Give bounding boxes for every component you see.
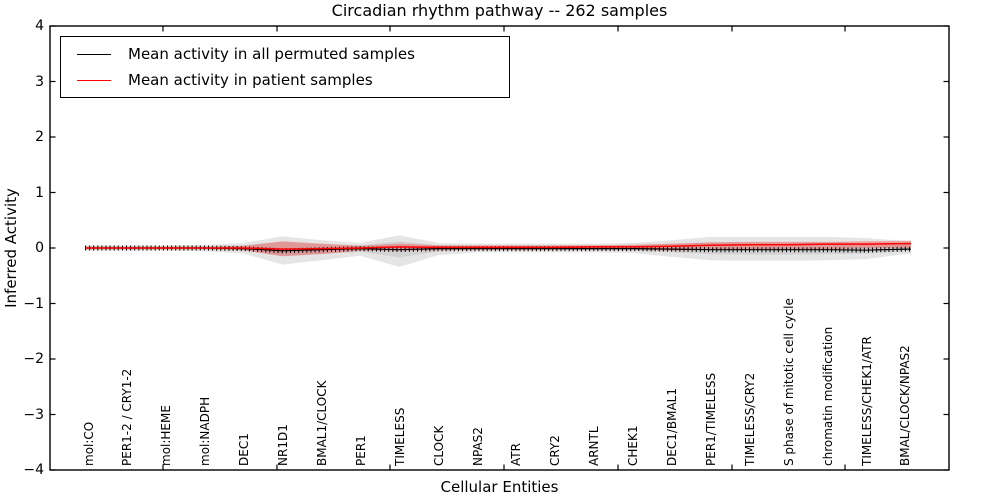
series-patient-line bbox=[85, 242, 911, 250]
y-tick-label: −3 bbox=[23, 406, 44, 423]
legend: Mean activity in all permuted samples Me… bbox=[60, 36, 510, 98]
axis-ticks bbox=[50, 25, 949, 471]
y-tick-label: −2 bbox=[23, 351, 44, 367]
x-category-label: NR1D1 bbox=[276, 424, 290, 466]
legend-item-permuted: Mean activity in all permuted samples bbox=[61, 45, 509, 63]
x-category-label: ARNTL bbox=[587, 426, 602, 466]
y-tick-label: 4 bbox=[35, 18, 44, 34]
y-tick-label: 1 bbox=[35, 184, 44, 201]
legend-label-patient: Mean activity in patient samples bbox=[128, 71, 373, 89]
x-category-label: mol:CO bbox=[81, 421, 96, 466]
x-category-label: CHEK1 bbox=[626, 425, 641, 467]
x-category-label: NPAS2 bbox=[470, 427, 485, 466]
x-category-label: mol:HEME bbox=[159, 405, 174, 466]
x-category-label: BMAL1/CLOCK bbox=[314, 380, 329, 467]
x-axis-label: Cellular Entities bbox=[440, 478, 559, 496]
x-category-label: BMAL/CLOCK/NPAS2 bbox=[898, 345, 913, 466]
y-tick-label: 0 bbox=[35, 240, 44, 256]
legend-item-patient: Mean activity in patient samples bbox=[61, 71, 509, 89]
legend-line-permuted-icon bbox=[77, 53, 111, 55]
y-tick-label: −4 bbox=[23, 462, 44, 478]
y-tick-label: −1 bbox=[23, 295, 44, 312]
x-category-label: DEC1/BMAL1 bbox=[665, 388, 679, 466]
x-category-label: S phase of mitotic cell cycle bbox=[781, 298, 796, 466]
axes-frame bbox=[49, 25, 950, 471]
x-category-label: CLOCK bbox=[431, 425, 446, 466]
x-category-label: chromatin modification bbox=[820, 326, 835, 466]
x-category-label: CRY2 bbox=[548, 435, 563, 466]
x-category-label: TIMELESS/CRY2 bbox=[742, 372, 757, 466]
x-category-label: PER1-2 / CRY1-2 bbox=[120, 368, 135, 466]
x-category-label: ATR bbox=[509, 443, 524, 466]
band-permuted-envelope-outer bbox=[85, 235, 911, 267]
x-category-label: TIMELESS bbox=[392, 407, 407, 466]
x-category-label: mol:NADPH bbox=[198, 396, 213, 466]
x-category-label: TIMELESS/CHEK1/ATR bbox=[859, 336, 874, 466]
legend-label-permuted: Mean activity in all permuted samples bbox=[128, 45, 415, 63]
y-tick-label: 3 bbox=[35, 73, 44, 90]
x-category-label: PER1/TIMELESS bbox=[703, 372, 718, 466]
y-tick-label: 2 bbox=[35, 129, 44, 145]
chart-title: Circadian rhythm pathway -- 262 samples bbox=[331, 1, 668, 20]
x-category-label: PER1 bbox=[353, 435, 368, 466]
legend-line-patient-icon bbox=[77, 79, 111, 81]
x-category-label: DEC1 bbox=[237, 433, 252, 466]
